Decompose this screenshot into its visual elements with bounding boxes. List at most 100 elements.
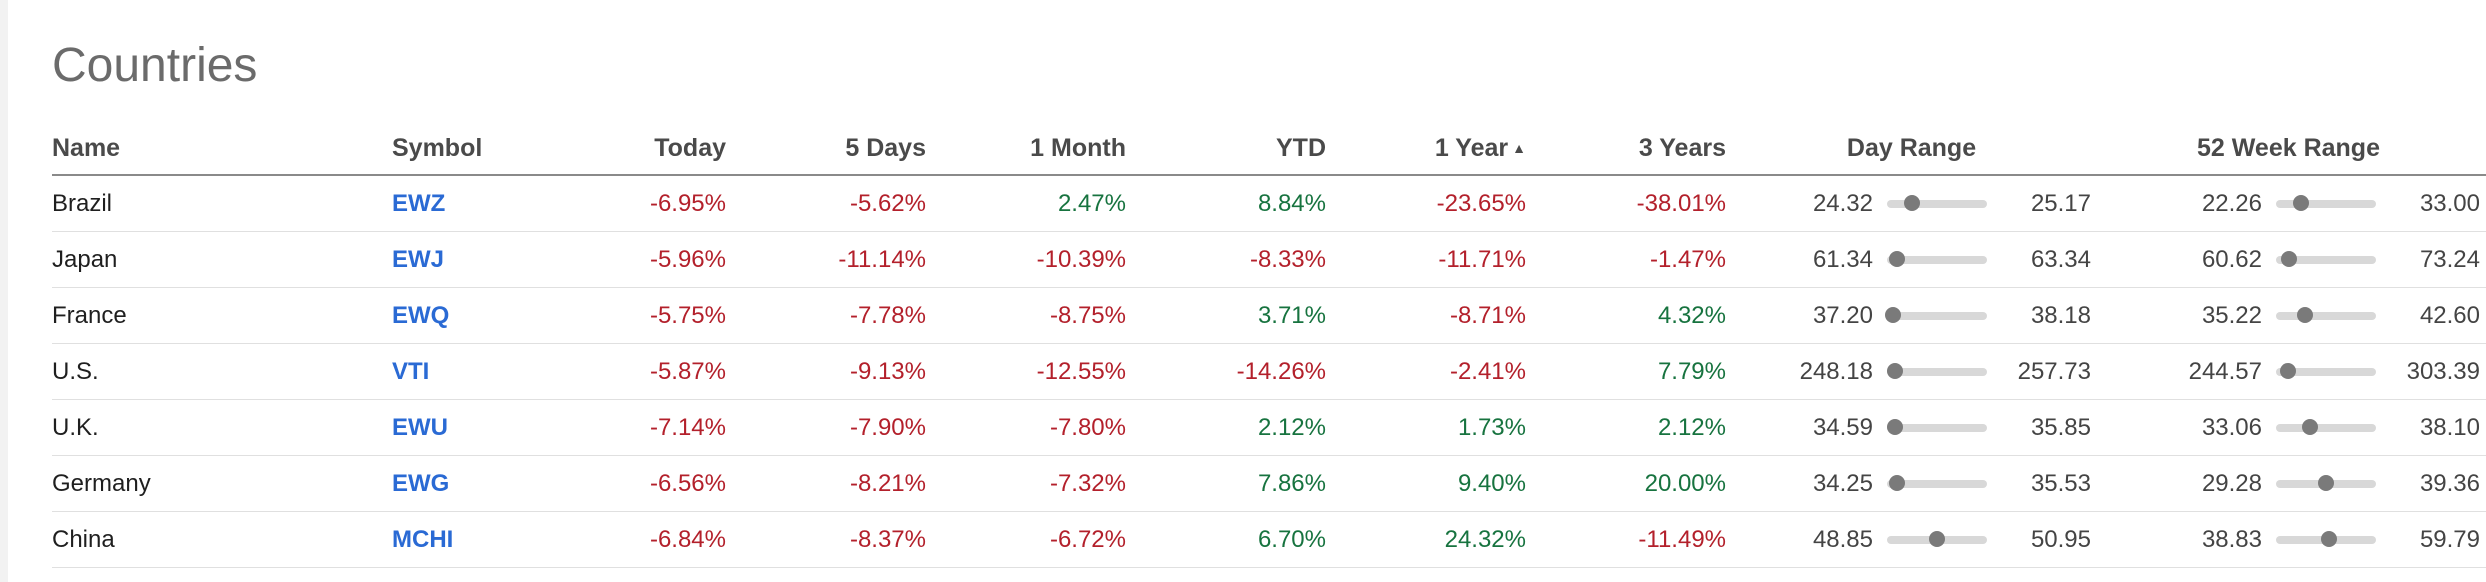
week52-range-low: 33.06 [2201, 413, 2262, 441]
day-range-cell: 48.85 50.95 [1732, 511, 2097, 568]
country-name-cell: U.S. [52, 343, 392, 400]
country-name-cell: China [52, 511, 392, 568]
week52-range-cell: 38.83 59.79 [2097, 511, 2486, 568]
one-month-change-cell: -6.72% [932, 511, 1132, 568]
day-range-high: 35.53 [2030, 469, 2091, 497]
symbol-link[interactable]: EWJ [392, 245, 445, 273]
week52-range-cell: 29.28 39.36 [2097, 455, 2486, 512]
five-day-change-cell: -7.90% [732, 399, 932, 456]
day-range-cell: 24.32 25.17 [1732, 175, 2097, 232]
day-range-slider [1887, 474, 1987, 491]
day-range-cell: 37.20 38.18 [1732, 287, 2097, 344]
week52-range-marker [2280, 362, 2296, 379]
week52-range-marker [2318, 474, 2334, 491]
day-range: 24.32 25.17 [1732, 190, 2091, 218]
column-header-symbol[interactable]: Symbol [392, 122, 532, 176]
one-month-change-cell: -7.32% [932, 455, 1132, 512]
day-range-high: 257.73 [2017, 357, 2091, 385]
column-header-3-years[interactable]: 3 Years [1532, 122, 1732, 176]
day-range-slider [1885, 306, 1987, 323]
ytd-change-cell: -8.33% [1132, 231, 1332, 288]
column-header-1-month[interactable]: 1 Month [932, 122, 1132, 176]
table-row[interactable]: Japan EWJ -5.96% -11.14% -10.39% -8.33% -11.71… [52, 231, 2486, 288]
one-year-change-cell: -23.65% [1332, 175, 1532, 232]
table-row[interactable]: U.K. EWU -7.14% -7.90% -7.80% 2.12% 1.73% 2.12%… [52, 399, 2486, 456]
day-range-marker [1887, 362, 1903, 379]
column-header-1-year[interactable]: 1 Year ▲ [1332, 122, 1532, 176]
table-row[interactable]: Brazil EWZ -6.95% -5.62% 2.47% 8.84% -23.65% -3… [52, 175, 2486, 232]
table-row[interactable]: Germany EWG -6.56% -8.21% -7.32% 7.86% 9.40% 20… [52, 455, 2486, 512]
week52-range: 35.22 42.60 [2097, 302, 2480, 330]
three-year-change-cell: 7.79% [1532, 343, 1732, 400]
week52-range-slider [2276, 530, 2376, 547]
symbol-link[interactable]: EWQ [392, 301, 450, 329]
week52-range-cell: 35.22 42.60 [2097, 287, 2486, 344]
week52-range-low: 35.22 [2201, 301, 2262, 329]
week52-range-low: 29.28 [2201, 469, 2262, 497]
symbol-cell: MCHI [392, 511, 532, 568]
week52-range-high: 42.60 [2419, 301, 2480, 329]
week52-range-high: 38.10 [2419, 413, 2480, 441]
week52-range-slider [2276, 306, 2376, 323]
week52-range-slider [2276, 474, 2376, 491]
week52-range-slider [2276, 194, 2376, 211]
day-range-marker [1885, 306, 1901, 323]
week52-range-marker [2297, 306, 2313, 323]
day-range-high: 50.95 [2030, 525, 2091, 553]
column-header-5-days[interactable]: 5 Days [732, 122, 932, 176]
week52-range: 60.62 73.24 [2097, 246, 2480, 274]
day-range-marker [1904, 194, 1920, 211]
day-range-low: 37.20 [1812, 301, 1873, 329]
day-range-low: 34.25 [1812, 469, 1873, 497]
column-header-ytd[interactable]: YTD [1132, 122, 1332, 176]
symbol-link[interactable]: VTI [392, 357, 430, 385]
week52-range-high: 73.24 [2419, 245, 2480, 273]
one-year-change-cell: 9.40% [1332, 455, 1532, 512]
one-year-change-cell: 24.32% [1332, 511, 1532, 568]
five-day-change-cell: -11.14% [732, 231, 932, 288]
day-range-slider [1887, 250, 1987, 267]
day-range-cell: 248.18 257.73 [1732, 343, 2097, 400]
week52-range-cell: 244.57 303.39 [2097, 343, 2486, 400]
table-row[interactable]: U.S. VTI -5.87% -9.13% -12.55% -14.26% -2.41% 7… [52, 343, 2486, 400]
day-range: 37.20 38.18 [1732, 302, 2091, 330]
column-header-name[interactable]: Name [52, 122, 392, 176]
day-range-high: 35.85 [2030, 413, 2091, 441]
day-range-low: 48.85 [1812, 525, 1873, 553]
one-year-change-cell: -11.71% [1332, 231, 1532, 288]
table-row[interactable]: France EWQ -5.75% -7.78% -8.75% 3.71% -8.71% 4.… [52, 287, 2486, 344]
column-header-52-week-range[interactable]: 52 Week Range [2097, 122, 2486, 176]
day-range-low: 34.59 [1812, 413, 1873, 441]
week52-range: 29.28 39.36 [2097, 470, 2480, 498]
column-header-today[interactable]: Today [532, 122, 732, 176]
week52-range: 244.57 303.39 [2097, 358, 2480, 386]
one-month-change-cell: -10.39% [932, 231, 1132, 288]
symbol-cell: EWQ [392, 287, 532, 344]
symbol-cell: EWJ [392, 231, 532, 288]
today-change-cell: -6.95% [532, 175, 732, 232]
country-name-cell: Brazil [52, 175, 392, 232]
three-year-change-cell: -11.49% [1532, 511, 1732, 568]
week52-range-slider [2276, 418, 2376, 435]
five-day-change-cell: -7.78% [732, 287, 932, 344]
week52-range: 38.83 59.79 [2097, 526, 2480, 554]
three-year-change-cell: 4.32% [1532, 287, 1732, 344]
ytd-change-cell: -14.26% [1132, 343, 1332, 400]
table-row[interactable]: China MCHI -6.84% -8.37% -6.72% 6.70% 24.32% -1… [52, 511, 2486, 568]
symbol-link[interactable]: EWG [392, 469, 450, 497]
one-month-change-cell: -8.75% [932, 287, 1132, 344]
week52-range: 22.26 33.00 [2097, 190, 2480, 218]
one-year-change-cell: 1.73% [1332, 399, 1532, 456]
symbol-link[interactable]: EWU [392, 413, 448, 441]
week52-range-high: 33.00 [2419, 189, 2480, 217]
day-range-slider [1887, 194, 1987, 211]
symbol-link[interactable]: MCHI [392, 525, 454, 553]
symbol-cell: EWU [392, 399, 532, 456]
one-year-change-cell: -2.41% [1332, 343, 1532, 400]
symbol-link[interactable]: EWZ [392, 189, 446, 217]
column-header-day-range[interactable]: Day Range [1732, 122, 2097, 176]
week52-range-cell: 33.06 38.10 [2097, 399, 2486, 456]
page-title: Countries [52, 39, 258, 92]
left-rail [0, 0, 8, 582]
ytd-change-cell: 7.86% [1132, 455, 1332, 512]
